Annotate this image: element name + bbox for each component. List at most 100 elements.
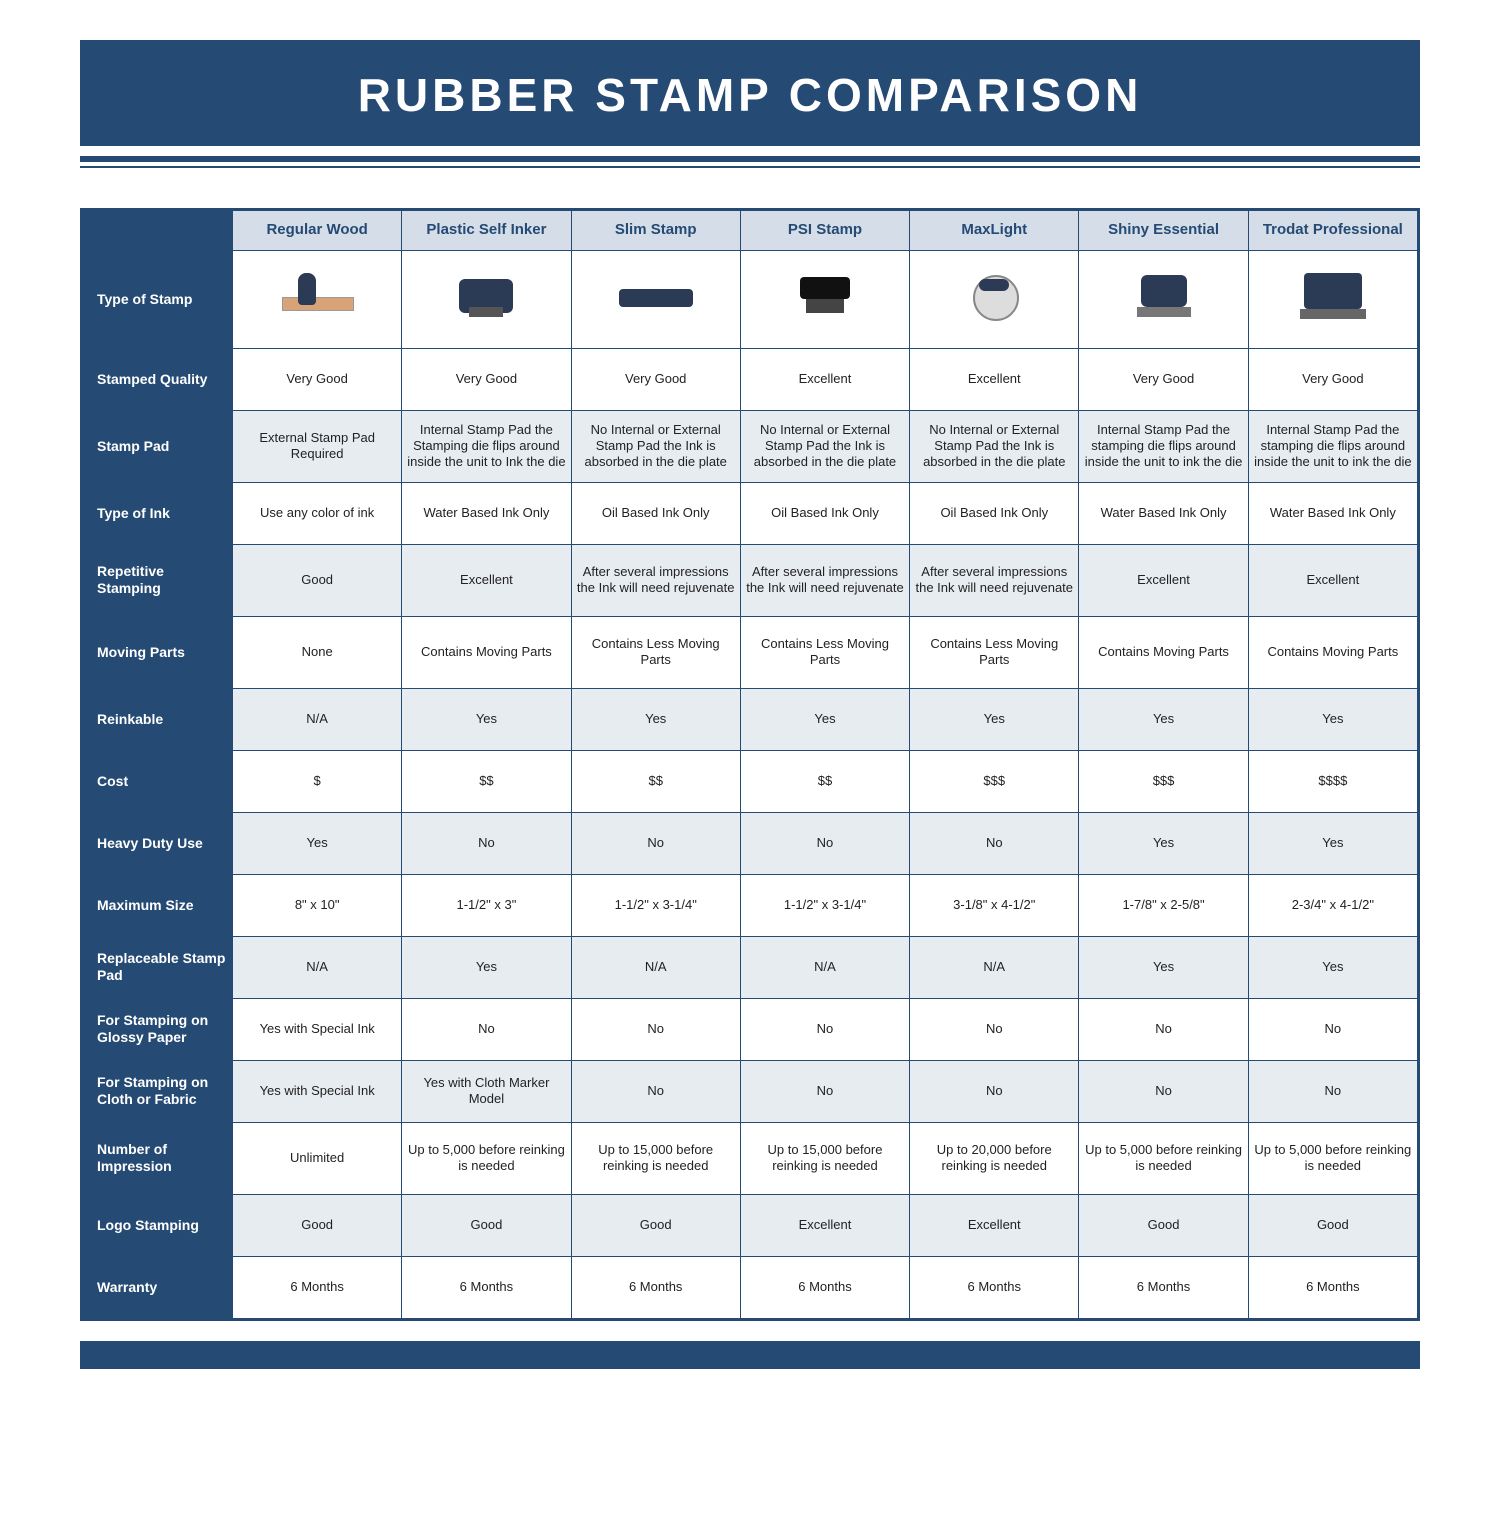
table-cell: $$$	[910, 750, 1079, 812]
column-header: Slim Stamp	[571, 211, 740, 251]
row-header: Warranty	[83, 1256, 233, 1318]
table-cell: N/A	[233, 688, 402, 750]
table-cell: No Internal or External Stamp Pad the In…	[740, 410, 909, 482]
table-cell: External Stamp Pad Required	[233, 410, 402, 482]
table-row: Moving PartsNoneContains Moving PartsCon…	[83, 616, 1418, 688]
table-cell: Yes	[740, 688, 909, 750]
table-cell: 1-7/8" x 2-5/8"	[1079, 874, 1248, 936]
table-cell: Very Good	[233, 348, 402, 410]
table-cell: Yes	[1079, 936, 1248, 998]
row-header: Number of Impression	[83, 1122, 233, 1194]
table-cell: Excellent	[740, 1194, 909, 1256]
table-cell: Contains Moving Parts	[402, 616, 571, 688]
table-cell: Contains Moving Parts	[1079, 616, 1248, 688]
table-cell: 6 Months	[740, 1256, 909, 1318]
table-cell: Up to 5,000 before reinking is needed	[1079, 1122, 1248, 1194]
wood-stamp-icon	[272, 269, 362, 325]
table-cell: No	[1079, 1060, 1248, 1122]
table-row: Cost$$$$$$$$$$$$$$$$$	[83, 750, 1418, 812]
table-cell: No	[740, 998, 909, 1060]
table-cell: Oil Based Ink Only	[740, 482, 909, 544]
table-cell: After several impressions the Ink will n…	[571, 544, 740, 616]
table-cell: Oil Based Ink Only	[571, 482, 740, 544]
table-cell: Internal Stamp Pad the stamping die flip…	[1248, 410, 1417, 482]
column-header: Trodat Professional	[1248, 211, 1417, 251]
table-cell: No Internal or External Stamp Pad the In…	[571, 410, 740, 482]
row-header: Type of Ink	[83, 482, 233, 544]
table-cell: After several impressions the Ink will n…	[910, 544, 1079, 616]
table-cell: $	[233, 750, 402, 812]
divider-thin	[80, 166, 1420, 168]
psi-stamp-icon	[780, 269, 870, 325]
table-cell: Excellent	[402, 544, 571, 616]
table-row: For Stamping on Cloth or FabricYes with …	[83, 1060, 1418, 1122]
column-header: Shiny Essential	[1079, 211, 1248, 251]
stamp-thumbnail-cell	[910, 250, 1079, 348]
table-cell: Yes with Special Ink	[233, 998, 402, 1060]
table-row: Warranty6 Months6 Months6 Months6 Months…	[83, 1256, 1418, 1318]
page-title: RUBBER STAMP COMPARISON	[80, 68, 1420, 122]
table-cell: Yes	[1079, 688, 1248, 750]
table-cell: Very Good	[1079, 348, 1248, 410]
table-cell: 6 Months	[571, 1256, 740, 1318]
table-cell: 6 Months	[402, 1256, 571, 1318]
table-row: Heavy Duty UseYesNoNoNoNoYesYes	[83, 812, 1418, 874]
title-band: RUBBER STAMP COMPARISON	[80, 40, 1420, 146]
table-cell: N/A	[910, 936, 1079, 998]
table-cell: No	[910, 1060, 1079, 1122]
table-cell: Yes	[1248, 688, 1417, 750]
row-header: Heavy Duty Use	[83, 812, 233, 874]
table-cell: No	[402, 812, 571, 874]
table-cell: Very Good	[571, 348, 740, 410]
table-cell: Up to 20,000 before reinking is needed	[910, 1122, 1079, 1194]
table-cell: Yes	[402, 936, 571, 998]
table-cell: No	[740, 1060, 909, 1122]
row-header: For Stamping on Glossy Paper	[83, 998, 233, 1060]
table-row: Logo StampingGoodGoodGoodExcellentExcell…	[83, 1194, 1418, 1256]
table-cell: Good	[233, 544, 402, 616]
table-row: For Stamping on Glossy PaperYes with Spe…	[83, 998, 1418, 1060]
table-cell: Yes	[1248, 812, 1417, 874]
table-cell: Good	[233, 1194, 402, 1256]
table-cell: No	[910, 998, 1079, 1060]
table-cell: Yes with Special Ink	[233, 1060, 402, 1122]
table-cell: Excellent	[910, 348, 1079, 410]
table-cell: $$$$	[1248, 750, 1417, 812]
table-cell: No	[571, 812, 740, 874]
row-header: For Stamping on Cloth or Fabric	[83, 1060, 233, 1122]
table-header-row: Regular WoodPlastic Self InkerSlim Stamp…	[83, 211, 1418, 251]
table-cell: No	[1248, 998, 1417, 1060]
table-cell: Contains Moving Parts	[1248, 616, 1417, 688]
table-cell: Very Good	[402, 348, 571, 410]
table-cell: No	[402, 998, 571, 1060]
row-header: Type of Stamp	[83, 250, 233, 348]
table-cell: No	[571, 998, 740, 1060]
column-header: MaxLight	[910, 211, 1079, 251]
table-row: Type of InkUse any color of ink Water Bas…	[83, 482, 1418, 544]
table-cell: Good	[1248, 1194, 1417, 1256]
table-cell: Excellent	[1248, 544, 1417, 616]
slim-stamp-icon	[611, 269, 701, 325]
table-cell: Use any color of ink	[233, 482, 402, 544]
table-cell: No Internal or External Stamp Pad the In…	[910, 410, 1079, 482]
table-cell: Water Based Ink Only	[1079, 482, 1248, 544]
table-cell: Good	[571, 1194, 740, 1256]
table-cell: Up to 15,000 before reinking is needed	[571, 1122, 740, 1194]
table-cell: $$	[740, 750, 909, 812]
column-header: PSI Stamp	[740, 211, 909, 251]
table-cell: Contains Less Moving Parts	[910, 616, 1079, 688]
table-row: Stamped QualityVery GoodVery GoodVery Go…	[83, 348, 1418, 410]
table-row: Replaceable Stamp PadN/AYesN/AN/AN/AYesY…	[83, 936, 1418, 998]
table-cell: Contains Less Moving Parts	[571, 616, 740, 688]
table-cell: Up to 5,000 before reinking is needed	[402, 1122, 571, 1194]
table-body: Type of StampStamped QualityVery GoodVer…	[83, 250, 1418, 1318]
rowhead-blank	[83, 211, 233, 251]
table-header: Regular WoodPlastic Self InkerSlim Stamp…	[83, 211, 1418, 251]
stamp-thumbnail-cell	[1248, 250, 1417, 348]
maxlight-stamp-icon	[949, 269, 1039, 325]
table-cell: 1-1/2" x 3-1/4"	[571, 874, 740, 936]
table-cell: $$	[571, 750, 740, 812]
trodat-stamp-icon	[1288, 269, 1378, 325]
table-cell: No	[740, 812, 909, 874]
table-row: ReinkableN/AYesYesYesYesYesYes	[83, 688, 1418, 750]
